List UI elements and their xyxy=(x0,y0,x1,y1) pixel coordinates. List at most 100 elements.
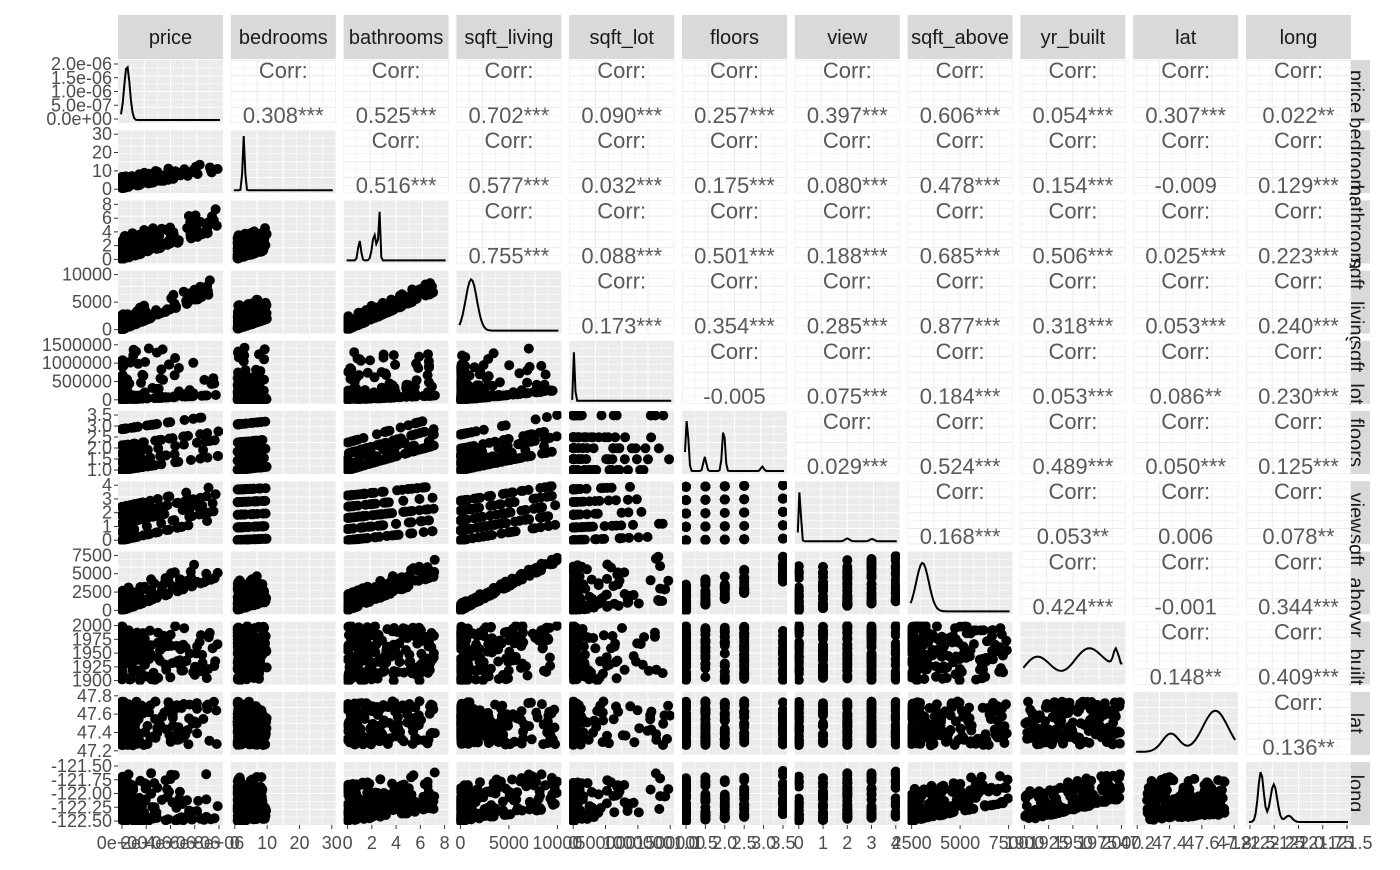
panel-bathrooms-long: Corr:0.223*** xyxy=(1246,198,1351,268)
data-point xyxy=(413,363,423,373)
corr-label: Corr: xyxy=(597,269,646,294)
data-point xyxy=(720,535,730,545)
data-point xyxy=(479,425,489,435)
data-point xyxy=(623,495,633,505)
panel-sqft_living-sqft_living xyxy=(456,271,561,334)
data-point xyxy=(612,410,622,420)
panel-bathrooms-bedrooms xyxy=(231,200,336,263)
corr-value: 0.032*** xyxy=(581,173,662,198)
corr-label: Corr: xyxy=(484,58,533,83)
data-point xyxy=(235,464,245,474)
panel-price-sqft_above: Corr:0.606*** xyxy=(908,58,1013,128)
data-point xyxy=(778,480,788,490)
corr-label: Corr: xyxy=(1161,128,1210,153)
data-point xyxy=(613,443,623,453)
data-point xyxy=(486,521,496,531)
panel-floors-bedrooms xyxy=(231,411,336,475)
panel-sqft_living-sqft_lot: Corr:0.173*** xyxy=(569,269,674,339)
data-point xyxy=(244,320,254,330)
data-point xyxy=(580,535,590,545)
panel-bathrooms-price xyxy=(117,200,223,264)
data-point xyxy=(524,344,534,354)
data-point xyxy=(625,482,635,492)
data-point xyxy=(458,443,468,453)
data-point xyxy=(634,532,644,542)
data-point xyxy=(469,513,479,523)
data-point xyxy=(117,310,127,320)
data-point xyxy=(739,508,749,518)
data-point xyxy=(646,432,656,442)
data-point xyxy=(471,393,481,403)
data-point xyxy=(117,362,127,372)
data-point xyxy=(260,534,270,544)
data-point xyxy=(415,289,425,299)
corr-label: Corr: xyxy=(372,128,421,153)
data-point xyxy=(570,465,580,475)
data-point xyxy=(130,178,140,188)
panel-bedrooms-bedrooms xyxy=(231,130,336,193)
panel-sqft_lot-sqft_living xyxy=(455,341,561,405)
corr-label: Corr: xyxy=(1274,479,1323,504)
data-point xyxy=(504,360,514,370)
data-point xyxy=(254,313,264,323)
panel-view-sqft_living xyxy=(455,481,561,545)
panel-bedrooms-sqft_above: Corr:0.478*** xyxy=(908,128,1013,198)
data-point xyxy=(681,509,691,519)
corr-value: -0.009 xyxy=(1155,173,1217,198)
column-strip-label: bedrooms xyxy=(239,27,328,49)
data-point xyxy=(476,522,486,532)
data-point xyxy=(142,394,152,404)
data-point xyxy=(643,532,653,542)
corr-value: -0.005 xyxy=(703,384,765,409)
data-point xyxy=(345,490,355,500)
data-point xyxy=(372,392,382,402)
data-point xyxy=(544,521,554,531)
data-point xyxy=(208,216,218,226)
data-point xyxy=(582,443,592,453)
corr-label: Corr: xyxy=(1048,128,1097,153)
data-point xyxy=(398,496,408,506)
data-point xyxy=(117,441,127,451)
corr-label: Corr: xyxy=(823,339,872,364)
column-strip-label: view xyxy=(827,27,868,49)
data-point xyxy=(568,535,578,545)
panel-sqft_lot-bathrooms xyxy=(343,341,449,405)
corr-label: Corr: xyxy=(936,409,985,434)
data-point xyxy=(170,392,180,402)
corr-label: Corr: xyxy=(710,128,759,153)
data-point xyxy=(174,235,184,245)
corr-value: 0.524*** xyxy=(920,454,1001,479)
corr-label: Corr: xyxy=(936,269,985,294)
data-point xyxy=(474,503,484,513)
data-point xyxy=(365,314,375,324)
corr-value: 0.022** xyxy=(1262,103,1335,128)
panel-price-lat: Corr:0.307*** xyxy=(1133,58,1238,128)
corr-value: 0.053** xyxy=(1037,524,1110,549)
data-point xyxy=(118,465,128,475)
data-point xyxy=(359,433,369,443)
corr-label: Corr: xyxy=(597,198,646,223)
data-point xyxy=(510,517,520,527)
data-point xyxy=(720,481,730,491)
data-point xyxy=(640,443,650,453)
panel-floors-yr_built: Corr:0.489*** xyxy=(1020,409,1125,479)
data-point xyxy=(238,455,248,465)
corr-label: Corr: xyxy=(936,198,985,223)
panel-bedrooms-price xyxy=(117,130,223,193)
corr-value: 0.188*** xyxy=(807,243,888,268)
panel-price-long: Corr:0.022** xyxy=(1246,58,1351,128)
data-point xyxy=(681,522,691,532)
data-point xyxy=(456,535,466,545)
panel-sqft_living-bedrooms xyxy=(231,271,336,334)
data-point xyxy=(200,391,210,401)
corr-label: Corr: xyxy=(710,198,759,223)
data-point xyxy=(233,301,243,311)
corr-value: 0.184*** xyxy=(920,384,1001,409)
data-point xyxy=(483,531,493,541)
corr-value: 0.506*** xyxy=(1033,243,1114,268)
data-point xyxy=(164,360,174,370)
data-point xyxy=(251,445,261,455)
data-point xyxy=(118,424,128,434)
data-point xyxy=(245,535,255,545)
